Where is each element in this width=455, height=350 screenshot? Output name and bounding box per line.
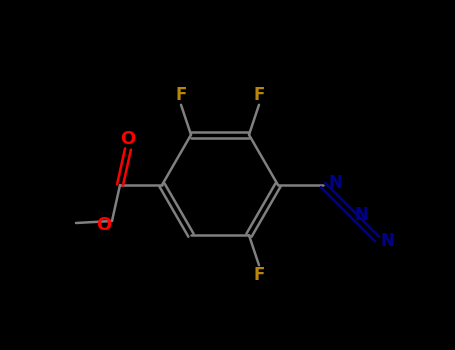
Text: F: F (253, 266, 265, 284)
Text: F: F (175, 86, 187, 104)
Text: O: O (96, 216, 111, 234)
Text: N: N (329, 174, 343, 192)
Text: F: F (253, 86, 265, 104)
Text: N: N (381, 232, 395, 250)
Text: N: N (355, 206, 369, 224)
Text: O: O (121, 130, 136, 148)
